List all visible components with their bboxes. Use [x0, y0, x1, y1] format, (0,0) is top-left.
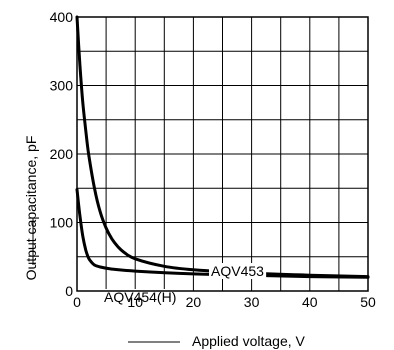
x-tick-label: 40 [302, 294, 318, 310]
y-tick-label: 200 [50, 146, 74, 162]
series-label-background [102, 289, 179, 305]
chart-grid [77, 17, 368, 291]
x-tick-label: 0 [73, 294, 81, 310]
series-label-background [209, 263, 267, 279]
x-tick-label: 10 [127, 294, 143, 310]
x-tick-label: 20 [186, 294, 202, 310]
axis-ticks: 0 10 20 30 40 50 0 100 200 300 400 [50, 9, 376, 310]
y-tick-label: 100 [50, 215, 74, 231]
y-axis-label: Output capacitance, pF [23, 136, 39, 281]
x-tick-label: 30 [244, 294, 260, 310]
series-label-aqv453: AQV453 [211, 263, 264, 279]
series-label-aqv454h: AQV454(H) [104, 289, 176, 305]
series-line-0 [75, 15, 370, 279]
x-axis-label: Applied voltage, V [192, 333, 306, 349]
y-tick-label: 0 [65, 283, 73, 299]
x-tick-label: 50 [360, 294, 376, 310]
y-tick-label: 300 [50, 78, 74, 94]
plot-frame [76, 16, 369, 292]
series-label-boxes [102, 263, 267, 305]
chart-frame [76, 16, 369, 292]
y-tick-label: 400 [50, 9, 74, 25]
